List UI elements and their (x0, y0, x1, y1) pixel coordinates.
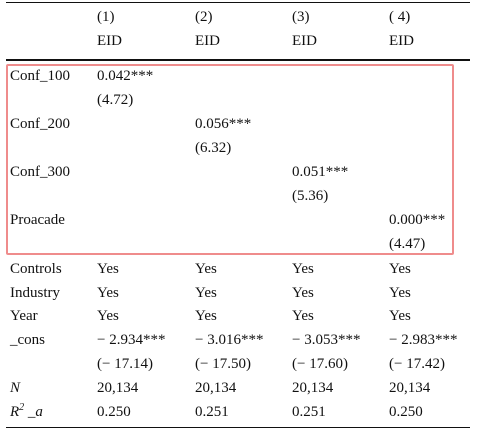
row-label-conf300: Conf_300 (10, 164, 70, 180)
year-2: Yes (195, 308, 217, 324)
cons-tstat-3: (− 17.60) (292, 356, 348, 372)
cons-tstat-4: (− 17.42) (389, 356, 445, 372)
controls-1: Yes (97, 261, 119, 277)
col-header-4: ( 4) (389, 9, 411, 25)
col-header-2: (2) (195, 9, 213, 25)
dep-var-1: EID (97, 33, 122, 49)
industry-1: Yes (97, 285, 119, 301)
controls-4: Yes (389, 261, 411, 277)
n-1: 20,134 (97, 380, 139, 396)
tstat-proacade: (4.47) (389, 236, 426, 252)
industry-2: Yes (195, 285, 217, 301)
bottom-rule (6, 427, 470, 428)
coef-conf200: 0.056*** (195, 116, 252, 132)
col-header-3: (3) (292, 9, 310, 25)
n-3: 20,134 (292, 380, 334, 396)
r2-2: 0.251 (195, 404, 229, 420)
tstat-conf300: (5.36) (292, 188, 329, 204)
row-label-r2: R2 _a (10, 403, 43, 421)
top-rule (6, 2, 470, 3)
cons-coef-2: − 3.016*** (195, 332, 264, 348)
coef-conf300: 0.051*** (292, 164, 349, 180)
row-label-cons: _cons (10, 332, 45, 348)
n-2: 20,134 (195, 380, 237, 396)
row-label-controls: Controls (10, 261, 62, 277)
r2-label-tail: _a (24, 404, 43, 420)
dep-var-2: EID (195, 33, 220, 49)
industry-4: Yes (389, 285, 411, 301)
r2-label-main: R (10, 404, 20, 420)
row-label-industry: Industry (10, 285, 60, 301)
cons-coef-1: − 2.934*** (97, 332, 166, 348)
dep-var-3: EID (292, 33, 317, 49)
row-label-proacade: Proacade (10, 212, 65, 228)
controls-2: Yes (195, 261, 217, 277)
tstat-conf100: (4.72) (97, 92, 134, 108)
year-4: Yes (389, 308, 411, 324)
row-label-n: N (10, 380, 21, 396)
row-label-year: Year (10, 308, 38, 324)
controls-3: Yes (292, 261, 314, 277)
header-rule (6, 59, 470, 61)
col-header-1: (1) (97, 9, 115, 25)
r2-label-sup: 2 (19, 402, 25, 413)
coef-proacade: 0.000*** (389, 212, 446, 228)
r2-3: 0.251 (292, 404, 326, 420)
r2-1: 0.250 (97, 404, 131, 420)
n-4: 20,134 (389, 380, 431, 396)
highlight-box (6, 64, 454, 255)
year-3: Yes (292, 308, 314, 324)
row-label-conf100: Conf_100 (10, 68, 70, 84)
cons-coef-3: − 3.053*** (292, 332, 361, 348)
tstat-conf200: (6.32) (195, 140, 232, 156)
row-label-conf200: Conf_200 (10, 116, 70, 132)
industry-3: Yes (292, 285, 314, 301)
year-1: Yes (97, 308, 119, 324)
cons-tstat-2: (− 17.50) (195, 356, 251, 372)
cons-tstat-1: (− 17.14) (97, 356, 153, 372)
cons-coef-4: − 2.983*** (389, 332, 458, 348)
dep-var-4: EID (389, 33, 414, 49)
coef-conf100: 0.042*** (97, 68, 154, 84)
r2-4: 0.250 (389, 404, 423, 420)
